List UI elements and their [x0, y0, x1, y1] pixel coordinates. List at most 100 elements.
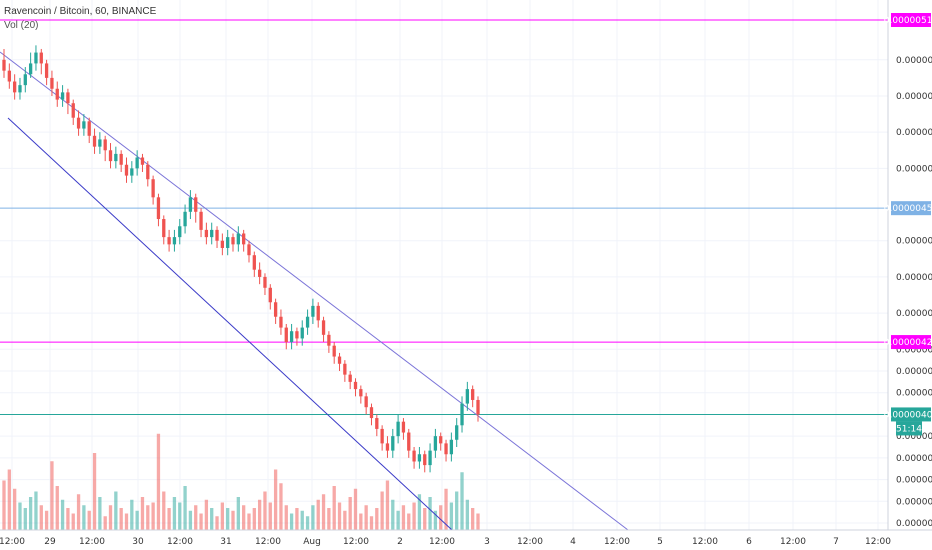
candle	[412, 447, 416, 469]
candle-body	[194, 197, 198, 212]
candle-body	[66, 92, 70, 104]
volume-bar	[178, 502, 182, 530]
volume-bar	[252, 508, 256, 530]
y-tick-label: 0.00000480	[896, 128, 932, 138]
price-marker-label: 0.00000459	[884, 204, 932, 214]
candle-body	[7, 70, 11, 82]
candle-body	[412, 450, 416, 462]
candle	[439, 432, 443, 451]
candle-body	[130, 168, 134, 176]
volume-bar	[66, 508, 70, 530]
y-tick-label: 0.00000500	[896, 56, 932, 66]
x-tick-label: 4	[570, 537, 576, 547]
candle	[327, 331, 331, 353]
candle-body	[71, 103, 75, 118]
candle-body	[146, 164, 150, 180]
candle	[343, 360, 347, 382]
candle	[455, 418, 459, 448]
volume-bar	[23, 508, 27, 530]
candle-body	[284, 327, 288, 343]
volume-bar	[199, 513, 203, 530]
volume-bar	[353, 488, 358, 530]
volume-bar	[401, 505, 406, 530]
candle	[210, 222, 214, 245]
candle	[114, 146, 118, 169]
candle-body	[353, 381, 358, 390]
volume-bar	[412, 502, 416, 530]
candle	[465, 381, 469, 411]
candle-body	[391, 436, 395, 451]
y-tick-label: 0.00000372	[896, 519, 932, 529]
candle-body	[396, 421, 400, 437]
volume-bar	[236, 497, 240, 530]
candle	[13, 74, 17, 100]
candle-body	[108, 150, 113, 162]
volume-bar	[76, 494, 81, 530]
volume-bar	[444, 488, 448, 530]
candle-body	[247, 244, 251, 256]
x-tick-label: 30	[132, 537, 144, 547]
candle-body	[178, 226, 182, 238]
volume-bar	[210, 508, 214, 530]
candle	[82, 114, 86, 136]
volume-bar	[460, 472, 464, 530]
candle-body	[273, 302, 278, 317]
candle	[348, 371, 352, 390]
candle	[476, 396, 480, 422]
candle-body	[428, 450, 432, 466]
x-tick-label: 12:00	[780, 537, 806, 547]
lower-trendline	[7, 117, 453, 531]
candle-body	[407, 432, 411, 451]
volume-bar	[428, 497, 432, 530]
candle-body	[252, 255, 256, 270]
candle	[460, 396, 464, 433]
candle	[247, 240, 251, 263]
price-marker-bg	[891, 201, 931, 216]
candle-body	[279, 316, 283, 328]
candle	[242, 229, 246, 252]
x-tick-label: 3	[484, 537, 490, 547]
horizontal-lines	[0, 19, 888, 415]
volume-bar	[226, 508, 230, 530]
volume-bar	[215, 516, 219, 530]
volume-bar	[311, 505, 315, 530]
candle	[167, 229, 171, 252]
candle	[92, 128, 97, 154]
candle	[23, 67, 27, 93]
volume-bar	[359, 513, 363, 530]
volume-bar	[289, 513, 294, 530]
x-tick-label: 29	[44, 537, 56, 547]
chart-legend: Ravencoin / Bitcoin, 60, BINANCE Vol (20…	[4, 5, 156, 33]
y-tick-label: 0.00000396	[896, 432, 932, 442]
candle	[119, 150, 123, 172]
candle-body	[44, 63, 49, 78]
candle-body	[236, 233, 240, 245]
candle	[321, 316, 326, 343]
volume-bar	[98, 497, 102, 530]
candle	[279, 309, 283, 335]
x-tick-label: 12:00	[79, 537, 105, 547]
volume-bar	[449, 502, 454, 530]
candle	[316, 302, 320, 328]
candle	[76, 110, 81, 136]
volume-bar	[455, 491, 459, 530]
candle	[369, 403, 374, 426]
candle	[194, 193, 198, 223]
volume-bar	[82, 505, 86, 530]
candle	[359, 385, 363, 404]
candle-body	[156, 197, 161, 220]
price-markers: 0.00000511 0.00000459 0.00000422 0.00000402…	[884, 13, 932, 436]
y-axis-labels: 0.00000500 0.00000490 0.00000480 0.00000470…	[896, 56, 932, 529]
volume-bar	[471, 508, 475, 530]
candle	[401, 418, 406, 440]
candle	[103, 135, 107, 162]
candle	[124, 157, 129, 183]
price-marker-label: 0.00000511	[884, 16, 932, 26]
upper-trendline	[0, 51, 629, 531]
candle	[66, 88, 70, 115]
candle-body	[124, 164, 129, 176]
volume-bar	[279, 483, 283, 530]
candle-body	[364, 396, 368, 408]
